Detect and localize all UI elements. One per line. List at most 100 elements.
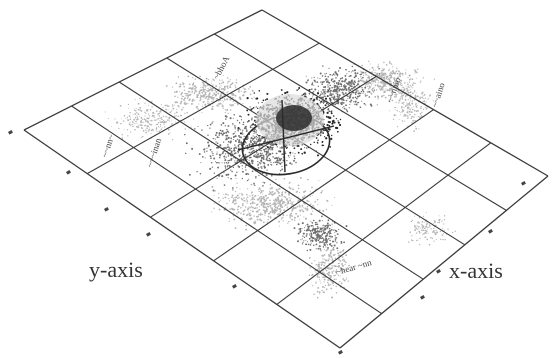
speckle-dot [249, 139, 252, 142]
speckle-dot [409, 231, 411, 233]
speckle-dot [223, 184, 226, 186]
speckle-dot [339, 66, 342, 70]
speckle-dot [127, 103, 130, 106]
speckle-dot [246, 158, 248, 160]
speckle-dot [299, 227, 302, 230]
speckle-dot [309, 234, 311, 236]
speckle-dot [304, 207, 307, 210]
speckle-dot [222, 74, 224, 76]
speckle-dot [414, 96, 417, 98]
speckle-dot [330, 237, 332, 239]
grid-line-u-5 [261, 9, 549, 177]
speckle-dot [318, 209, 321, 212]
speckle-dot [247, 213, 249, 215]
speckle-dot [329, 275, 332, 278]
speckle-dot [212, 98, 214, 100]
speckle-dot [304, 229, 306, 231]
speckle-dot [212, 84, 214, 86]
speckle-dot [406, 89, 409, 92]
speckle-dot [289, 199, 292, 202]
speckle-dot [335, 269, 338, 271]
speckle-dot [421, 92, 423, 95]
speckle-dot [407, 83, 409, 86]
speckle-dot [201, 156, 204, 158]
speckle-dot [252, 144, 254, 146]
speckle-dot [340, 282, 343, 285]
speckle-dot [228, 197, 230, 199]
speckle-dot [269, 183, 272, 186]
speckle-dot [178, 85, 181, 88]
speckle-dot [409, 84, 411, 87]
speckle-dot [440, 238, 442, 240]
speckle-dot [320, 93, 322, 95]
speckle-dot [165, 108, 167, 111]
tick-mark-5 [338, 350, 343, 355]
speckle-dot [332, 240, 335, 243]
speckle-dot [382, 72, 384, 74]
speckle-dot [220, 99, 222, 101]
speckle-dot [406, 87, 408, 90]
speckle-dot [395, 101, 397, 104]
speckle-dot [229, 200, 231, 202]
speckle-dot [151, 114, 154, 117]
speckle-dot [414, 113, 416, 116]
speckle-dot [306, 229, 309, 232]
speckle-dot [202, 83, 205, 86]
speckle-dot [325, 115, 328, 118]
speckle-dot [342, 98, 344, 101]
speckle-dot [411, 219, 414, 222]
speckle-dot [211, 151, 213, 153]
speckle-dot [365, 71, 367, 73]
speckle-dot [186, 111, 188, 114]
speckle-dot [249, 207, 251, 209]
speckle-dot [254, 220, 256, 222]
speckle-dot [335, 278, 337, 280]
speckle-dot [348, 75, 351, 78]
speckle-dot [262, 193, 263, 195]
speckle-dot [195, 106, 198, 108]
speckle-dot [390, 63, 393, 65]
speckle-dot [317, 139, 319, 141]
speckle-dot [426, 228, 428, 230]
speckle-dot [308, 233, 310, 235]
speckle-dot [242, 94, 244, 97]
speckle-dot [234, 158, 237, 160]
speckle-dot [276, 158, 278, 160]
speckle-dot [262, 141, 265, 144]
grid-line-v-4 [276, 142, 492, 305]
speckle-dot [274, 201, 276, 203]
speckle-dot [438, 219, 440, 222]
speckle-dot [376, 95, 379, 98]
speckle-dot [300, 177, 302, 179]
speckle-dot [192, 77, 194, 79]
speckle-dot [362, 74, 365, 77]
speckle-dot [228, 159, 231, 162]
speckle-dot [321, 261, 324, 264]
speckle-dot [288, 194, 290, 196]
speckle-dot [228, 80, 230, 83]
speckle-dot [123, 115, 126, 117]
speckle-dot [315, 238, 318, 241]
speckle-dot [336, 273, 338, 275]
speckle-dot [419, 227, 421, 229]
speckle-dot [319, 293, 321, 295]
speckle-dot [268, 149, 270, 151]
speckle-dot [393, 92, 395, 94]
speckle-dot [325, 239, 327, 242]
speckle-cloud-7 [293, 215, 348, 252]
speckle-dot [302, 235, 304, 237]
speckle-dot [303, 207, 305, 209]
speckle-dot [320, 134, 322, 136]
speckle-dot [248, 143, 251, 146]
speckle-dot [221, 133, 224, 136]
speckle-dot [397, 81, 400, 84]
speckle-dot [182, 107, 184, 109]
speckle-dot [227, 90, 229, 92]
speckle-dot [368, 78, 371, 80]
speckle-dot [443, 233, 445, 235]
speckle-dot [159, 111, 161, 113]
speckle-dot [250, 206, 252, 208]
speckle-dot [145, 129, 147, 131]
speckle-dot [251, 170, 254, 173]
speckle-dot [356, 83, 360, 86]
